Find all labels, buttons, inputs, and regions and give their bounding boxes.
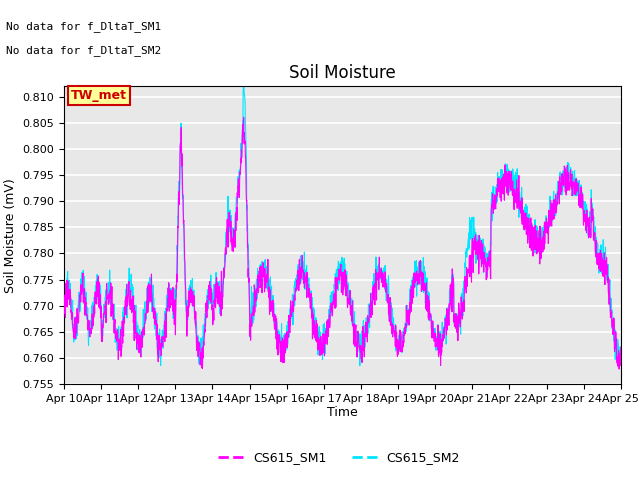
Y-axis label: Soil Moisture (mV): Soil Moisture (mV) bbox=[4, 178, 17, 293]
X-axis label: Time: Time bbox=[327, 407, 358, 420]
Title: Soil Moisture: Soil Moisture bbox=[289, 64, 396, 82]
Text: TW_met: TW_met bbox=[71, 89, 127, 102]
Legend: CS615_SM1, CS615_SM2: CS615_SM1, CS615_SM2 bbox=[213, 446, 465, 469]
Text: No data for f_DltaT_SM1: No data for f_DltaT_SM1 bbox=[6, 21, 162, 32]
Text: No data for f_DltaT_SM2: No data for f_DltaT_SM2 bbox=[6, 45, 162, 56]
